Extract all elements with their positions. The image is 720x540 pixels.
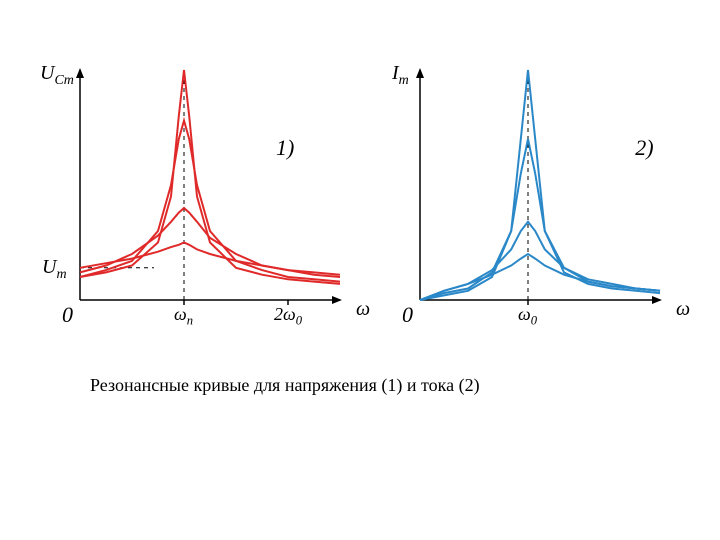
chart2-svg bbox=[400, 60, 680, 310]
chart2-xaxis-end-label: ω bbox=[676, 298, 690, 321]
chart1-panel-number: 1) bbox=[276, 135, 294, 161]
chart2-xtick-1: ω0 bbox=[518, 304, 537, 329]
page-root: UCm Um 0 ωn 2ω0 ω 1) Im 0 ω0 ω 2) Резона… bbox=[0, 0, 720, 540]
chart2-panel-number: 2) bbox=[635, 135, 653, 161]
chart1-yaxis-mid-label: Um bbox=[42, 256, 67, 283]
chart1-xtick-1: ωn bbox=[174, 304, 193, 329]
chart1-svg bbox=[60, 60, 360, 310]
figure-caption: Резонансные кривые для напряжения (1) и … bbox=[90, 375, 480, 396]
resonance-voltage-chart bbox=[60, 60, 360, 310]
chart2-yaxis-top-label: Im bbox=[392, 62, 409, 89]
chart1-origin-label: 0 bbox=[62, 302, 73, 328]
chart1-xaxis-end-label: ω bbox=[356, 298, 370, 321]
chart2-origin-label: 0 bbox=[402, 302, 413, 328]
chart1-xtick-2: 2ω0 bbox=[274, 304, 302, 329]
chart1-yaxis-top-label: UCm bbox=[40, 62, 74, 89]
resonance-current-chart bbox=[400, 60, 680, 310]
